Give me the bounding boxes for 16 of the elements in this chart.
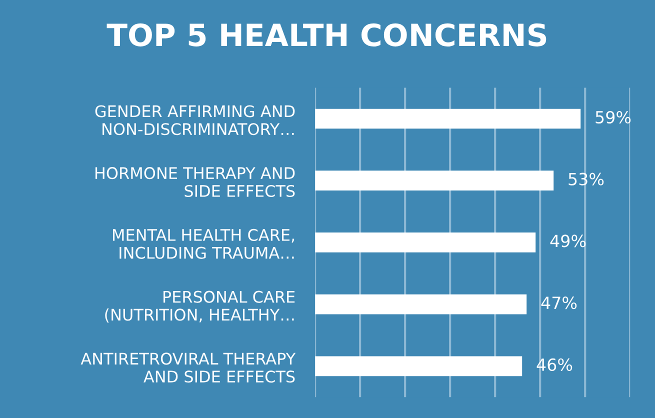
y-tick-label: GENDER AFFIRMING AND NON-DISCRIMINATORY… [95, 105, 295, 136]
data-label: 53% [568, 172, 604, 186]
data-label: 46% [536, 358, 572, 372]
data-label: 47% [541, 296, 577, 310]
y-tick-label: ANTIRETROVIRAL THERAPY AND SIDE EFFECTS [80, 352, 296, 383]
y-tick-label: PERSONAL CARE (NUTRITION, HEALTHY… [105, 290, 295, 323]
data-label: 49% [550, 234, 586, 248]
data-label: 59% [596, 110, 631, 124]
bar [315, 294, 527, 314]
chart-title: TOP 5 HEALTH CONCERNS [106, 23, 546, 46]
bar [315, 170, 554, 190]
bar [315, 232, 536, 252]
y-tick-label: MENTAL HEALTH CARE, INCLUDING TRAUMA… [113, 228, 294, 259]
bar [315, 108, 581, 129]
bar [315, 356, 522, 376]
y-tick-label: HORMONE THERAPY AND SIDE EFFECTS [96, 167, 295, 198]
